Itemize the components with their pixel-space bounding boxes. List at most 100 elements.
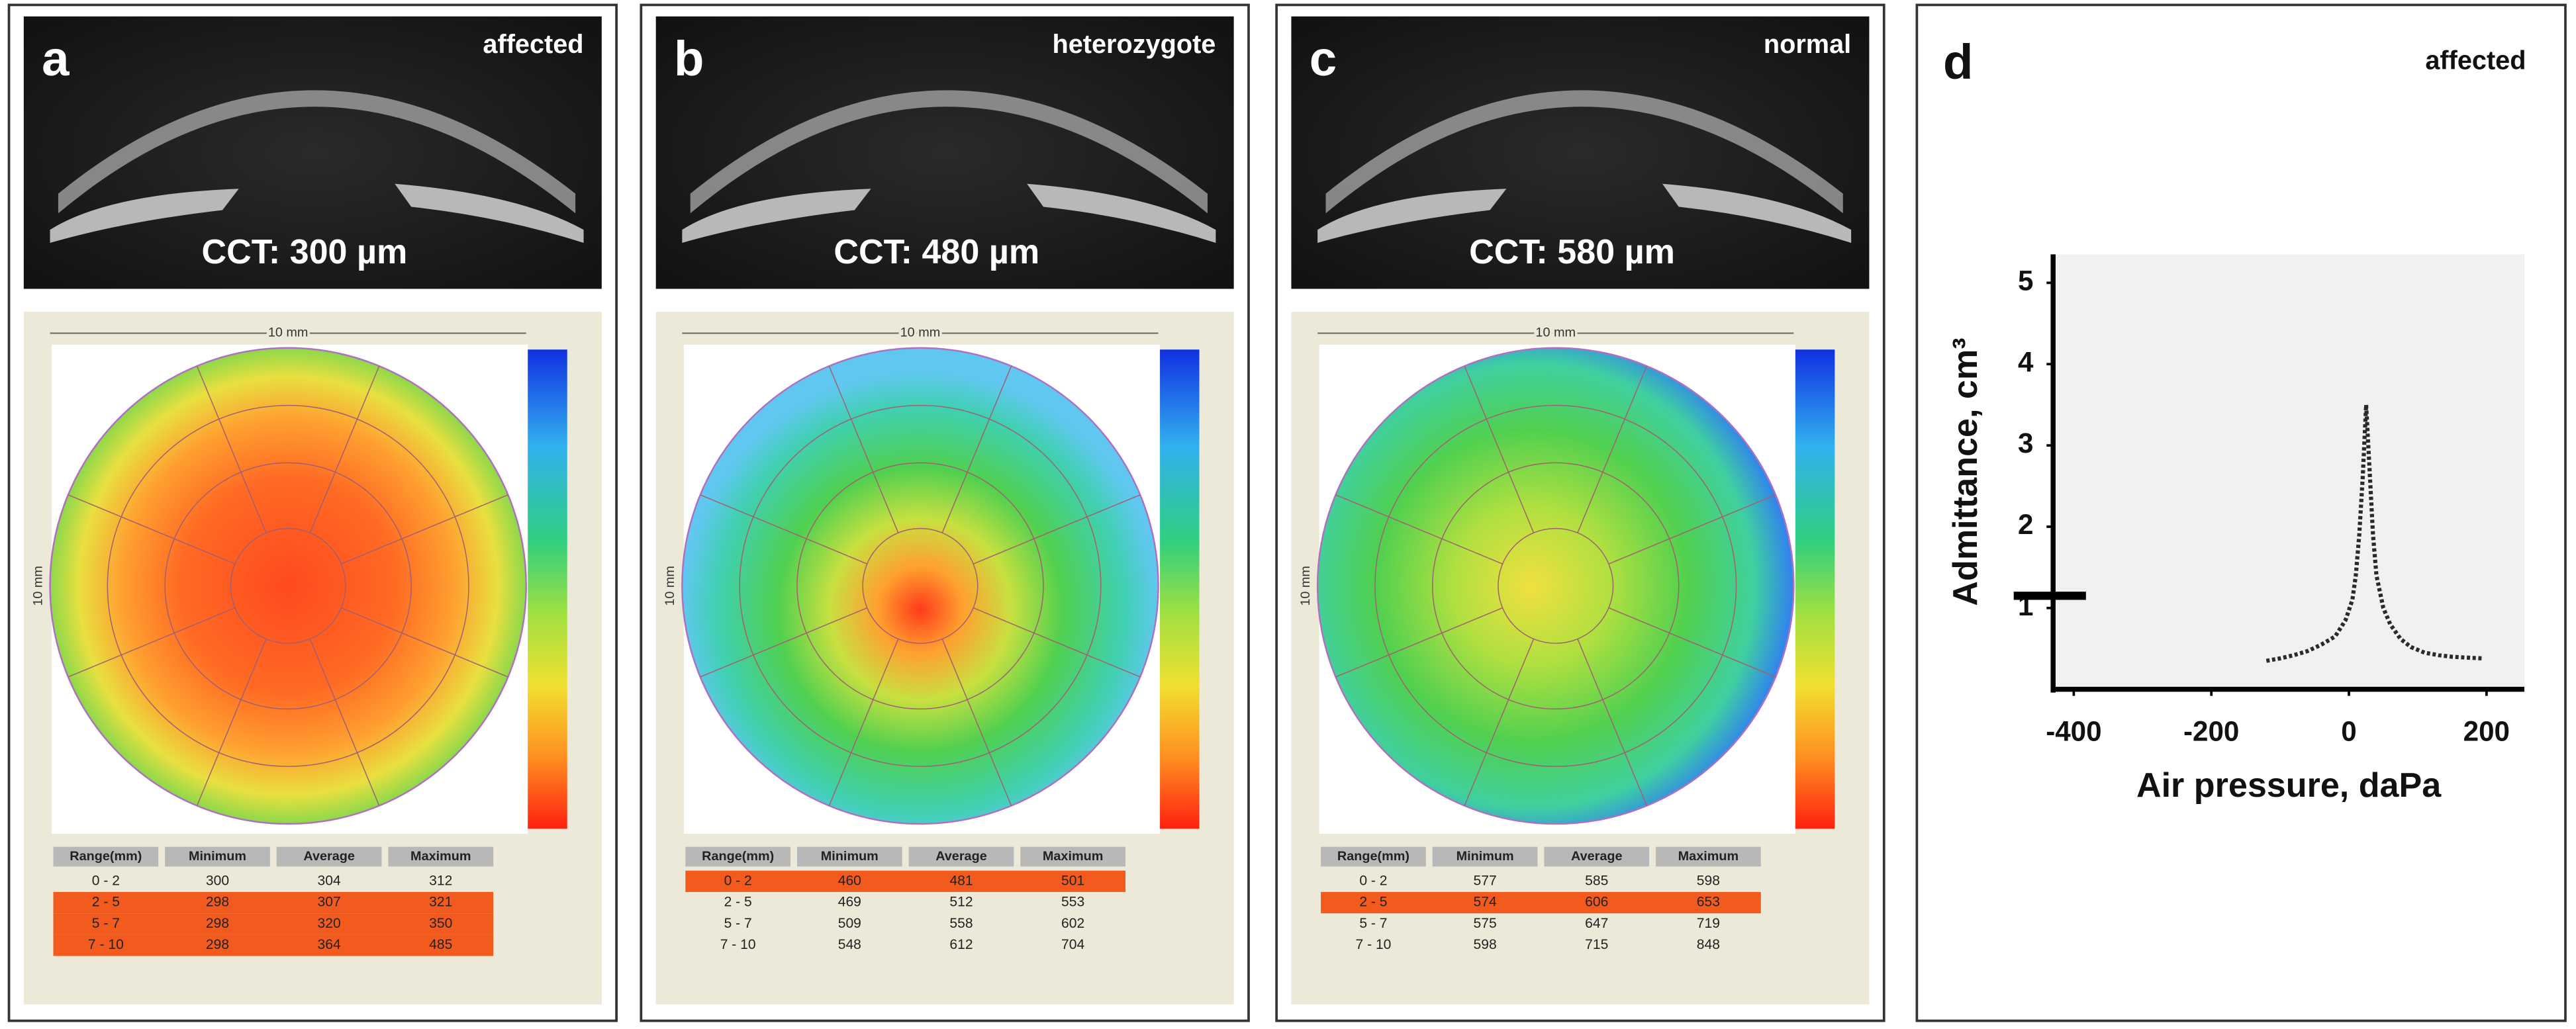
map-spoke bbox=[973, 607, 1141, 678]
panel: c normal CCT: 580 µm 10 mm 10 mm Range(mm) Min… bbox=[1275, 3, 1885, 1022]
y-tick-label: 4 bbox=[2018, 346, 2034, 377]
table-cell: 553 bbox=[1061, 895, 1084, 910]
map-spoke bbox=[341, 494, 508, 564]
table-header-cell bbox=[1020, 846, 1125, 867]
table-header: Maximum bbox=[1678, 849, 1739, 864]
table-cell: 574 bbox=[1474, 895, 1497, 910]
table-cell: 598 bbox=[1474, 937, 1497, 952]
table-cell: 5 - 7 bbox=[92, 916, 120, 931]
table-cell: 485 bbox=[429, 937, 452, 952]
table-cell: 848 bbox=[1697, 937, 1720, 952]
table-cell: 577 bbox=[1474, 873, 1497, 888]
map-spoke bbox=[68, 494, 236, 564]
map-spoke bbox=[196, 639, 267, 806]
y-tick-label: 3 bbox=[2018, 427, 2033, 459]
cct-label: CCT: 480 µm bbox=[834, 233, 1039, 271]
table-cell: 320 bbox=[318, 916, 341, 931]
table-header: Maximum bbox=[410, 849, 471, 864]
table-cell: 298 bbox=[206, 916, 229, 931]
map-ring bbox=[1432, 462, 1680, 710]
map-spoke bbox=[1335, 494, 1503, 564]
cct-label: CCT: 580 µm bbox=[1469, 233, 1675, 271]
table-cell: 512 bbox=[949, 895, 973, 910]
color-bar bbox=[1795, 349, 1835, 829]
table-cell: 0 - 2 bbox=[92, 873, 120, 888]
thickness-map bbox=[49, 347, 527, 825]
map-spoke bbox=[1335, 607, 1503, 678]
table-cell: 312 bbox=[429, 873, 452, 888]
map-spoke bbox=[309, 365, 380, 533]
table-cell: 460 bbox=[838, 873, 861, 888]
table-cell: 321 bbox=[429, 895, 452, 910]
y-tick-label: 2 bbox=[2018, 509, 2033, 540]
panel: b heterozygote CCT: 480 µm 10 mm 10 mm Range(… bbox=[640, 3, 1250, 1022]
table-cell: 704 bbox=[1061, 937, 1084, 952]
table-cell: 647 bbox=[1585, 916, 1608, 931]
color-bar bbox=[528, 349, 567, 829]
table-cell: 7 - 10 bbox=[720, 937, 756, 952]
table-header: Average bbox=[935, 849, 987, 864]
table-cell: 575 bbox=[1474, 916, 1497, 931]
scale-label: 10 mm bbox=[30, 566, 45, 606]
iris-left bbox=[1317, 189, 1507, 244]
cornea bbox=[1325, 90, 1843, 214]
table-header-cell bbox=[165, 846, 270, 867]
y-tick-label: 5 bbox=[2018, 265, 2033, 296]
cct-label: CCT: 300 µm bbox=[202, 233, 408, 271]
x-axis-title: Air pressure, daPa bbox=[2136, 766, 2442, 805]
table-header: Average bbox=[1571, 849, 1623, 864]
table-cell: 715 bbox=[1585, 937, 1608, 952]
table-cell: 558 bbox=[949, 916, 973, 931]
panel-tag: affected bbox=[2425, 46, 2526, 75]
panel-label: d bbox=[1943, 34, 1973, 89]
table-highlight bbox=[685, 870, 1125, 892]
thickness-map bbox=[681, 347, 1159, 825]
table-highlight bbox=[53, 934, 494, 956]
table-cell: 602 bbox=[1061, 916, 1084, 931]
table-cell: 653 bbox=[1697, 895, 1720, 910]
y-axis-title: Admittance, cm³ bbox=[1946, 337, 1985, 605]
map-spoke bbox=[341, 607, 508, 678]
map-spoke bbox=[1608, 607, 1776, 678]
map-spoke bbox=[828, 365, 899, 533]
map-spoke bbox=[941, 365, 1012, 533]
cornea bbox=[58, 90, 576, 214]
table-header-cell bbox=[1432, 846, 1538, 867]
table-cell: 0 - 2 bbox=[724, 873, 752, 888]
map-spoke bbox=[1577, 639, 1648, 806]
table-header: Minimum bbox=[1456, 849, 1514, 864]
map-spoke bbox=[1577, 365, 1648, 533]
table-cell: 612 bbox=[949, 937, 973, 952]
table-header-cell bbox=[388, 846, 494, 867]
table-cell: 548 bbox=[838, 937, 861, 952]
x-tick-label: 200 bbox=[2463, 716, 2510, 747]
map-ring bbox=[1374, 404, 1737, 767]
scale-label: 10 mm bbox=[663, 566, 677, 606]
map-spoke bbox=[700, 494, 868, 564]
map-ring bbox=[862, 527, 978, 644]
table-cell: 2 - 5 bbox=[724, 895, 752, 910]
table-highlight bbox=[53, 891, 494, 914]
map-spoke bbox=[973, 494, 1141, 564]
thickness-map bbox=[1316, 347, 1795, 825]
table-header-cell bbox=[53, 846, 159, 867]
table-cell: 469 bbox=[838, 895, 861, 910]
panel-tag: normal bbox=[1764, 30, 1851, 59]
panel-label: b bbox=[674, 31, 704, 86]
scale-label: 10 mm bbox=[268, 326, 309, 340]
panel-label: a bbox=[42, 31, 70, 86]
map-spoke bbox=[1464, 365, 1535, 533]
iris-right bbox=[1027, 183, 1216, 244]
panel-tag: heterozygote bbox=[1052, 30, 1216, 59]
table-cell: 719 bbox=[1697, 916, 1720, 931]
table-highlight bbox=[1321, 891, 1761, 914]
table-header: Range(mm) bbox=[1337, 849, 1409, 864]
color-bar bbox=[1160, 349, 1200, 829]
x-tick-label: -200 bbox=[2183, 716, 2239, 747]
iris-left bbox=[50, 189, 239, 244]
map-ring bbox=[1498, 527, 1614, 644]
map-spoke bbox=[309, 639, 380, 806]
map-ring bbox=[739, 404, 1102, 767]
map-ring bbox=[230, 527, 346, 644]
